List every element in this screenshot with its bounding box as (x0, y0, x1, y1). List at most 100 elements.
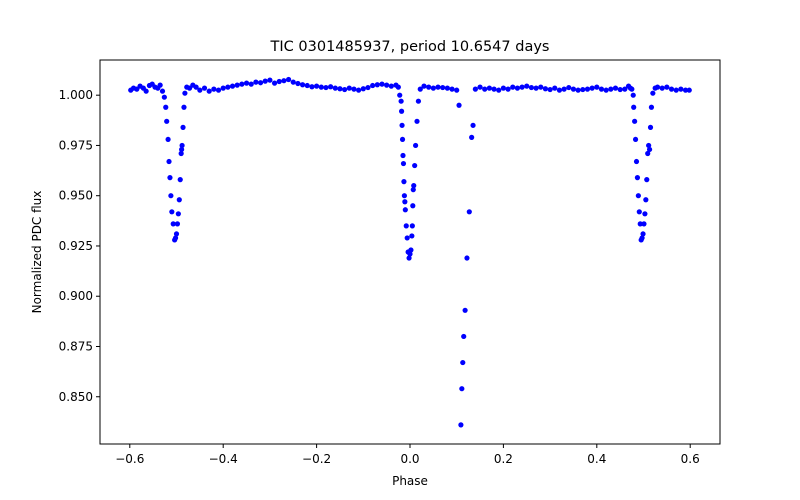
data-point (295, 80, 301, 87)
data-point (206, 88, 212, 94)
data-point (193, 84, 199, 90)
data-point (486, 85, 492, 91)
data-point (682, 87, 689, 93)
data-point (384, 82, 390, 88)
data-point (159, 88, 166, 94)
data-point (239, 81, 245, 87)
data-point (400, 160, 407, 167)
x-tick-label: −0.6 (115, 452, 144, 466)
data-point (165, 136, 171, 143)
data-point (234, 82, 240, 88)
data-point (229, 83, 236, 89)
data-point (134, 86, 140, 92)
data-point (622, 86, 628, 92)
data-point (398, 98, 404, 104)
data-point (186, 85, 193, 91)
data-point (635, 193, 641, 199)
data-point (664, 84, 670, 90)
data-point (177, 177, 183, 183)
data-point (211, 86, 217, 92)
data-point (243, 80, 250, 86)
data-point (678, 86, 684, 92)
data-point (482, 86, 488, 92)
chart-title: TIC 0301485937, period 10.6547 days (270, 39, 550, 55)
data-point (449, 86, 455, 92)
data-point (584, 86, 591, 92)
data-points-group (128, 76, 692, 428)
data-point (459, 386, 465, 392)
y-tick-label: 0.900 (59, 289, 93, 303)
data-point (426, 84, 432, 90)
data-point (644, 177, 650, 183)
data-point (647, 124, 654, 130)
data-point (505, 86, 511, 92)
data-point (402, 207, 408, 213)
data-point (342, 86, 348, 93)
x-tick-label: 0.2 (494, 452, 513, 466)
data-point (575, 87, 581, 93)
data-point (580, 86, 586, 93)
data-point (500, 85, 506, 91)
y-axis-label: Normalized PDC flux (30, 191, 44, 314)
data-point (594, 84, 600, 90)
data-point (414, 118, 420, 124)
x-tick-label: 0.0 (400, 452, 419, 466)
data-point (374, 82, 380, 88)
data-point (510, 84, 516, 90)
data-point (542, 86, 549, 92)
data-point (182, 90, 188, 96)
data-point (304, 82, 310, 89)
data-point (173, 231, 180, 237)
data-point (640, 231, 646, 237)
data-point (643, 197, 649, 203)
data-point (172, 235, 179, 241)
data-point (402, 199, 408, 205)
data-point (440, 84, 446, 91)
data-point (461, 333, 467, 340)
data-point (659, 85, 665, 91)
data-point (646, 142, 652, 149)
data-point (163, 104, 169, 110)
data-point (346, 85, 352, 91)
data-point (415, 98, 422, 104)
data-point (421, 83, 427, 89)
data-point (168, 193, 174, 199)
data-point (166, 158, 172, 165)
x-tick-label: −0.2 (302, 452, 331, 466)
y-tick-label: 0.975 (59, 138, 93, 152)
data-point (356, 87, 362, 93)
x-axis-ticks: −0.6 −0.4 −0.2 0.0 0.2 0.4 0.6 (115, 444, 700, 466)
data-point (314, 83, 320, 89)
data-point (632, 118, 638, 124)
data-point (201, 85, 208, 91)
data-point (176, 197, 182, 203)
data-point (556, 87, 563, 93)
data-point (456, 102, 462, 108)
data-point (629, 86, 635, 92)
data-point (351, 86, 357, 92)
data-point (645, 150, 651, 157)
data-point (630, 92, 636, 98)
data-point (631, 104, 637, 110)
data-point (309, 84, 315, 90)
data-point (290, 79, 296, 85)
data-point (398, 108, 405, 114)
data-point (411, 183, 417, 189)
x-tick-label: 0.6 (681, 452, 700, 466)
data-point (332, 85, 338, 91)
x-axis-label: Phase (392, 474, 428, 488)
data-point (323, 84, 329, 91)
data-point (169, 209, 175, 215)
data-point (404, 235, 410, 241)
data-point (642, 211, 648, 217)
data-point (462, 307, 468, 313)
data-point (178, 150, 184, 157)
data-point (547, 86, 553, 93)
data-point (637, 221, 643, 227)
data-point (552, 85, 558, 91)
data-point (673, 87, 679, 93)
data-point (407, 251, 413, 257)
data-point (538, 84, 544, 90)
x-tick-label: 0.4 (587, 452, 606, 466)
